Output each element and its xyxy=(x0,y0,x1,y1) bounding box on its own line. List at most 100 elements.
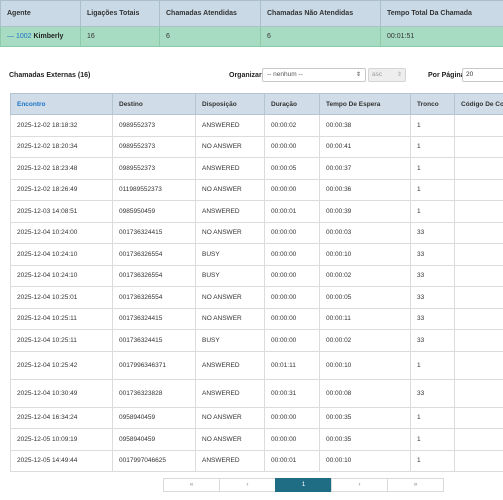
cell-wait-time: 00:00:35 xyxy=(319,406,411,429)
cell-disposition: NO ANSWER xyxy=(195,307,265,330)
cell-disposition: NO ANSWER xyxy=(195,178,265,201)
cell-account-code xyxy=(454,221,503,244)
cell-disposition: NO ANSWER xyxy=(195,286,265,309)
cell-account-code xyxy=(454,406,503,429)
cell-wait-time: 00:00:11 xyxy=(319,307,411,330)
page-first-button[interactable]: « xyxy=(163,478,220,492)
col-header-wait-time[interactable]: Tempo De Espera xyxy=(319,93,411,115)
cell-disposition: ANSWERED xyxy=(195,378,265,408)
cell-account-code xyxy=(454,329,503,352)
table-row: 2025-12-02 18:26:49 011989552373 NO ANSWER… xyxy=(10,178,503,201)
cell-disposition: ANSWERED xyxy=(195,157,265,180)
cell-duration: 00:00:00 xyxy=(264,329,320,352)
page-next-button[interactable]: › xyxy=(331,478,388,492)
cell-wait-time: 00:00:05 xyxy=(319,286,411,309)
calls-table: Encontro Destino Disposição Duração Temp… xyxy=(10,93,503,472)
cell-destination: 011989552373 xyxy=(112,178,196,201)
cell-destination: 001736324415 xyxy=(112,307,196,330)
col-header-destination[interactable]: Destino xyxy=(112,93,196,115)
cell-trunk: 1 xyxy=(410,449,455,472)
summary-total: 16 xyxy=(80,26,160,47)
cell-destination: 0958940459 xyxy=(112,428,196,451)
cell-duration: 00:01:11 xyxy=(264,350,320,380)
col-header-account-code[interactable]: Código De Conta xyxy=(454,93,503,115)
cell-wait-time: 00:00:08 xyxy=(319,378,411,408)
cell-duration: 00:00:00 xyxy=(264,178,320,201)
cell-trunk: 1 xyxy=(410,350,455,380)
col-header-date[interactable]: Encontro xyxy=(10,93,113,115)
cell-account-code xyxy=(454,428,503,451)
summary-header-total-time: Tempo Total Da Chamada xyxy=(380,0,503,27)
sort-select[interactable]: -- nenhum -- ⇕ xyxy=(262,68,366,82)
cell-wait-time: 00:00:35 xyxy=(319,428,411,451)
cell-destination: 001736324415 xyxy=(112,329,196,352)
cell-account-code xyxy=(454,243,503,266)
table-row: 2025-12-04 16:34:24 0958940459 NO ANSWER 00… xyxy=(10,406,503,429)
agent-summary: Agente Ligações Totais Chamadas Atendida… xyxy=(0,0,503,47)
summary-total-time: 00:01:51 xyxy=(380,26,503,47)
cell-trunk: 1 xyxy=(410,178,455,201)
cell-trunk: 1 xyxy=(410,200,455,223)
cell-disposition: ANSWERED xyxy=(195,449,265,472)
cell-date: 2025-12-04 10:25:42 xyxy=(10,350,113,380)
cell-disposition: NO ANSWER xyxy=(195,221,265,244)
cell-date: 2025-12-02 18:20:34 xyxy=(10,135,113,158)
col-header-trunk[interactable]: Tronco xyxy=(410,93,455,115)
cell-disposition: ANSWERED xyxy=(195,200,265,223)
cell-disposition: BUSY xyxy=(195,264,265,287)
agent-expand-link[interactable]: — 1002 xyxy=(7,33,32,40)
cell-destination: 001736326554 xyxy=(112,286,196,309)
cell-duration: 00:00:02 xyxy=(264,114,320,137)
cell-trunk: 33 xyxy=(410,264,455,287)
cell-date: 2025-12-02 18:23:48 xyxy=(10,157,113,180)
page-current-button[interactable]: 1 xyxy=(275,478,332,492)
col-header-disposition[interactable]: Disposição xyxy=(195,93,265,115)
col-header-duration[interactable]: Duração xyxy=(264,93,320,115)
cell-account-code xyxy=(454,350,503,380)
cell-account-code xyxy=(454,264,503,287)
cell-trunk: 1 xyxy=(410,114,455,137)
cell-trunk: 33 xyxy=(410,307,455,330)
table-row: 2025-12-04 10:25:42 0017996346371 ANSWERED… xyxy=(10,350,503,380)
table-row: 2025-12-02 18:18:32 0989552373 ANSWERED 00:… xyxy=(10,114,503,137)
table-row: 2025-12-04 10:25:11 001736324415 NO ANSWER… xyxy=(10,307,503,330)
cell-date: 2025-12-05 10:09:19 xyxy=(10,428,113,451)
cell-account-code xyxy=(454,178,503,201)
cell-trunk: 33 xyxy=(410,243,455,266)
cell-wait-time: 00:00:36 xyxy=(319,178,411,201)
cell-destination: 001736324415 xyxy=(112,221,196,244)
summary-header-not-answered: Chamadas Não Atendidas xyxy=(260,0,381,27)
cell-duration: 00:00:00 xyxy=(264,286,320,309)
cell-date: 2025-12-02 18:26:49 xyxy=(10,178,113,201)
table-row: 2025-12-04 10:24:00 001736324415 NO ANSWER… xyxy=(10,221,503,244)
cell-account-code xyxy=(454,135,503,158)
table-row: 2025-12-05 14:49:44 0017997046625 ANSWERED… xyxy=(10,449,503,472)
table-row: 2025-12-02 18:20:34 0989552373 NO ANSWER 00… xyxy=(10,135,503,158)
order-select[interactable]: asc ⇕ xyxy=(368,68,406,82)
order-arrows-icon: ⇕ xyxy=(396,72,402,78)
per-page-input[interactable]: 20 xyxy=(462,68,503,82)
summary-answered: 6 xyxy=(159,26,261,47)
cell-duration: 00:00:00 xyxy=(264,243,320,266)
cell-trunk: 33 xyxy=(410,329,455,352)
cell-duration: 00:00:05 xyxy=(264,157,320,180)
page-prev-button[interactable]: ‹ xyxy=(219,478,276,492)
cell-destination: 0989552373 xyxy=(112,135,196,158)
sort-label: Organizar xyxy=(229,72,262,79)
cell-duration: 00:00:01 xyxy=(264,200,320,223)
summary-header-total: Ligações Totais xyxy=(80,0,160,27)
cell-destination: 0958940459 xyxy=(112,406,196,429)
page-last-button[interactable]: » xyxy=(387,478,444,492)
cell-duration: 00:00:00 xyxy=(264,406,320,429)
cell-disposition: ANSWERED xyxy=(195,114,265,137)
cell-wait-time: 00:00:10 xyxy=(319,350,411,380)
cell-duration: 00:00:01 xyxy=(264,449,320,472)
cell-date: 2025-12-04 10:24:00 xyxy=(10,221,113,244)
cell-account-code xyxy=(454,307,503,330)
cell-destination: 0017996346371 xyxy=(112,350,196,380)
cell-wait-time: 00:00:03 xyxy=(319,221,411,244)
agent-name: Kimberly xyxy=(33,33,64,40)
summary-header-answered: Chamadas Atendidas xyxy=(159,0,261,27)
table-row: 2025-12-04 10:25:11 001736324415 BUSY 00:00… xyxy=(10,329,503,352)
cell-date: 2025-12-04 10:25:11 xyxy=(10,307,113,330)
